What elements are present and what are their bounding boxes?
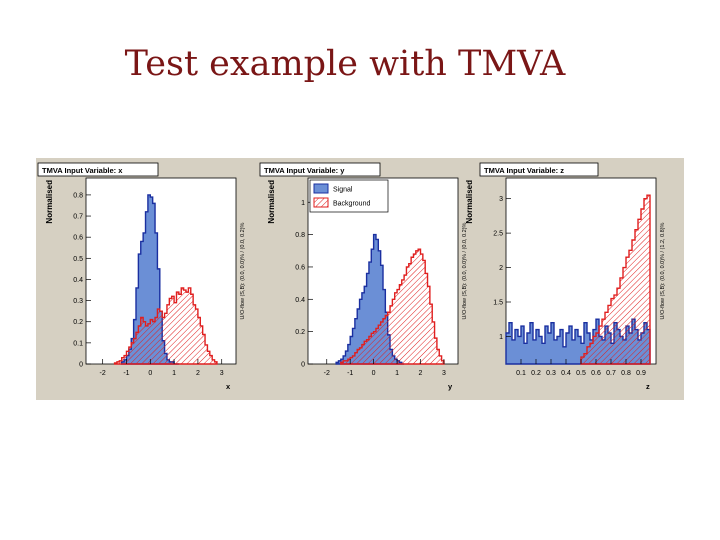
- x-tick-label: 0.7: [606, 370, 616, 377]
- x-tick-label: -2: [100, 370, 106, 377]
- x-tick-label: 0.9: [636, 370, 646, 377]
- x-tick-label: 0.5: [576, 370, 586, 377]
- panel-title-box: [37, 162, 159, 177]
- x-tick-label: -1: [123, 370, 129, 377]
- panel-title-box: [479, 162, 599, 177]
- histogram-panel: TMVA Input Variable: z 0.1 0.2 0.3 0.4 0.5 0.6…: [465, 162, 666, 391]
- x-tick-label: 3: [220, 370, 224, 377]
- y-tick-label: 0.3: [73, 298, 83, 305]
- overflow-label: U/O-flow (S,B): (0.0, 0.0)% / (0.0, 0.2)…: [462, 222, 468, 319]
- x-tick-label: -1: [347, 370, 353, 377]
- y-tick-label: 0.1: [73, 340, 83, 347]
- x-tick-label: -2: [324, 370, 330, 377]
- x-tick-label: 0.1: [516, 370, 526, 377]
- x-tick-label: 0: [148, 370, 152, 377]
- y-tick-label: 0.5: [73, 256, 83, 263]
- x-tick-label: 3: [442, 370, 446, 377]
- background-histogram: [340, 248, 445, 365]
- background-histogram: [580, 194, 651, 365]
- panel-title: TMVA Input Variable: y: [264, 166, 345, 175]
- y-tick-label: 1: [301, 200, 305, 207]
- x-tick-label: 0: [372, 370, 376, 377]
- x-tick-label: 0.6: [591, 370, 601, 377]
- x-axis-label: x: [226, 382, 231, 391]
- panel-title: TMVA Input Variable: x: [42, 166, 123, 175]
- y-tick-label: 3: [499, 196, 503, 203]
- y-tick-label: 1: [499, 334, 503, 341]
- x-axis-label: z: [646, 382, 650, 391]
- histogram-panel: TMVA Input Variable: x -2 -1 0 1 2 3 0 0.1 0.2 0.3…: [37, 162, 246, 391]
- x-tick-label: 0.2: [531, 370, 541, 377]
- legend-signal-label: Signal: [333, 187, 353, 194]
- overflow-label: U/O-flow (S,B): (0.0, 0.0)% / (1.2, 0.8)…: [660, 222, 666, 319]
- legend: Signal Background: [309, 179, 389, 213]
- panel-title: TMVA Input Variable: z: [484, 166, 564, 175]
- y-tick-label: 1.5: [493, 300, 503, 307]
- background-histogram: [113, 287, 218, 365]
- y-axis-label: Normalised: [465, 180, 474, 224]
- panel-title-box: [259, 162, 381, 177]
- y-tick-label: 2: [499, 265, 503, 272]
- x-axis-label: y: [448, 382, 453, 391]
- legend-signal-swatch: [313, 183, 329, 194]
- x-tick-label: 0.8: [621, 370, 631, 377]
- y-tick-label: 0.2: [73, 319, 83, 326]
- overflow-label: U/O-flow (S,B): (0.0, 0.0)% / (0.0, 0.2)…: [240, 222, 246, 319]
- y-tick-label: 0.4: [295, 297, 305, 304]
- y-tick-label: 0: [79, 362, 83, 369]
- y-tick-label: 2.5: [493, 231, 503, 238]
- legend-background-swatch: [313, 197, 329, 208]
- x-tick-label: 2: [419, 370, 423, 377]
- y-tick-label: 0.8: [73, 192, 83, 199]
- y-axis-label: Normalised: [267, 180, 276, 224]
- y-axis-label: Normalised: [45, 180, 54, 224]
- y-tick-label: 0.6: [73, 235, 83, 242]
- y-tick-label: 0.6: [295, 264, 305, 271]
- y-tick-label: 0.8: [295, 232, 305, 239]
- x-tick-label: 1: [172, 370, 176, 377]
- legend-background-label: Background: [333, 201, 370, 208]
- y-tick-label: 0: [301, 362, 305, 369]
- histogram-plots: TMVA Input Variable: x -2 -1 0 1 2 3 0 0.1 0.2 0.3…: [37, 162, 666, 391]
- x-tick-label: 0.3: [546, 370, 556, 377]
- y-tick-label: 0.2: [295, 329, 305, 336]
- x-tick-label: 0.4: [561, 370, 571, 377]
- x-tick-label: 2: [196, 370, 200, 377]
- y-tick-label: 0.4: [73, 277, 83, 284]
- y-tick-label: 0.7: [73, 214, 83, 221]
- slide-title: Test example with TMVA: [124, 44, 566, 84]
- plot-canvas: TMVA Input Variable: x -2 -1 0 1 2 3 0 0.1 0.2 0.3…: [36, 158, 684, 400]
- x-tick-label: 1: [395, 370, 399, 377]
